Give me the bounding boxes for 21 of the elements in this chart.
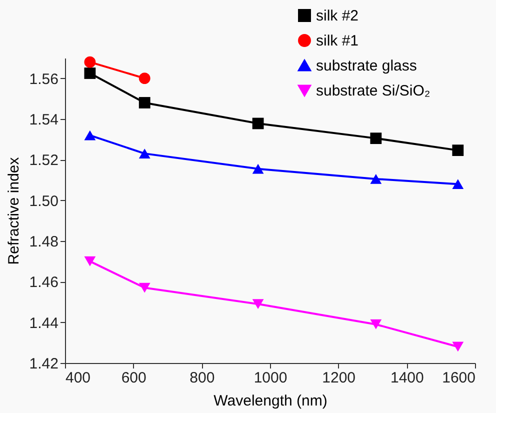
y-tick-label: 1.48 [29,234,58,250]
x-tick-label: 1400 [390,370,424,386]
legend-label: silk #1 [316,32,359,50]
y-tick-label: 1.54 [29,112,58,128]
y-tick-label: 1.52 [29,152,58,170]
y-tick-label: 1.50 [29,192,58,210]
x-tick-label: 800 [190,370,215,386]
y-axis-title: Refractive index [5,156,22,265]
y-tick-label: 1.46 [29,274,58,292]
x-tick-label: 600 [121,370,146,386]
y-tick-label: 1.44 [29,314,58,332]
x-axis-title: Wavelength (nm) [214,392,328,410]
legend-label: substrate Si/SiO₂ [316,82,430,100]
x-tick-label: 1600 [442,370,476,386]
legend-label: substrate glass [316,58,417,74]
y-tick-label: 1.42 [29,356,58,372]
y-tick-label: 1.56 [29,70,58,88]
legend-label: silk #2 [316,8,359,24]
x-tick-label: 1000 [254,370,288,386]
x-tick-label: 1200 [322,370,356,386]
x-tick-label: 400 [66,370,91,386]
